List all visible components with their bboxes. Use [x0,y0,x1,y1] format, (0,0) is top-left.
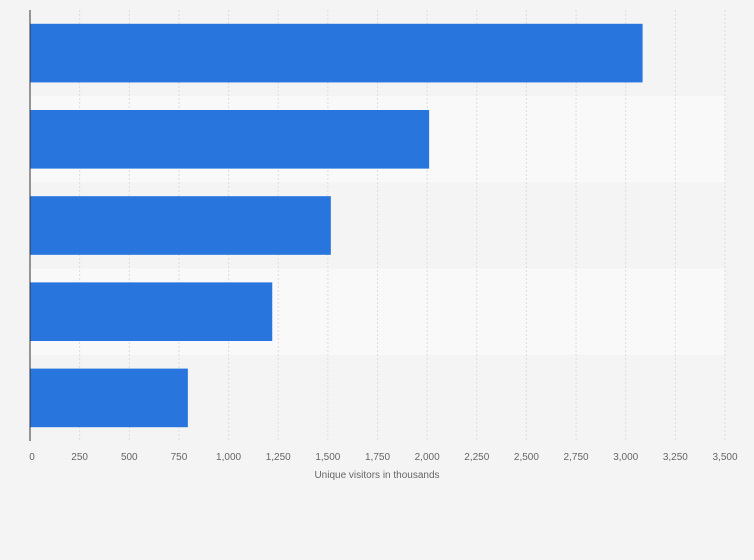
x-tick-label: 250 [71,452,88,463]
x-tick-label: 750 [171,452,188,463]
x-tick-labels: 0 250 500 750 1,000 1,250 1,500 1,750 2,000 2,250… [29,452,738,463]
x-tick-label: 1,250 [266,452,291,463]
bar[interactable] [30,23,643,83]
x-tick-label: 2,500 [514,452,539,463]
x-tick-label: 3,250 [663,452,688,463]
x-tick-label: 2,750 [564,452,589,463]
x-tick-label: 1,000 [216,452,241,463]
x-tick-label: 2,250 [464,452,489,463]
x-tick-label: 500 [121,452,138,463]
x-tick-label: 2,000 [415,452,440,463]
x-tick-label: 3,500 [712,452,737,463]
bar[interactable] [30,368,188,428]
x-tick-label: 1,750 [365,452,390,463]
x-tick-label: 1,500 [315,452,340,463]
x-tick-label: 3,000 [613,452,638,463]
bar[interactable] [30,109,430,169]
bars [30,23,643,428]
bar[interactable] [30,282,273,342]
x-axis-title: Unique visitors in thousands [314,470,439,481]
x-tick-label: 0 [29,452,35,463]
bar[interactable] [30,196,331,255]
